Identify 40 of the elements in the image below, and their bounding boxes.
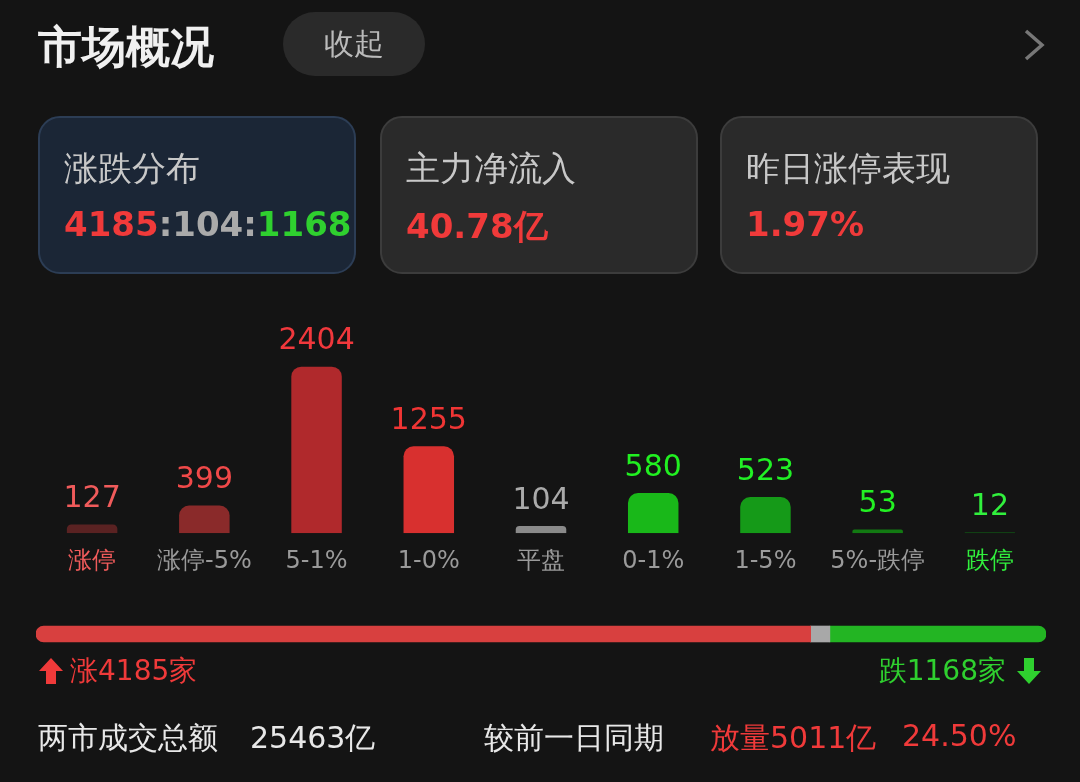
text: 24.50% [902,718,1017,753]
bar [627,493,679,534]
text: 1.97% [746,204,864,244]
text: 较前一日同期 [484,719,664,757]
text: 4185:104:1168 [64,204,352,244]
x-tick-label: 平盘 [517,545,565,574]
text: 收起 [283,12,425,76]
bar [740,496,791,534]
x-tick-label: 0-1% [622,545,685,574]
x-tick-label: 1-0% [397,545,460,574]
bar [66,524,118,534]
x-tick-label: 涨停-5% [156,545,252,574]
data-label: 127 [63,479,121,515]
chart-title: 市场概况 [38,20,214,74]
data-label: 2404 [278,321,355,357]
x-tick-label: 1-5% [734,545,797,574]
text: 25463亿 [250,719,376,757]
data-label: 53 [858,484,897,520]
x-tick-label: 涨停 [68,545,117,574]
x-tick-label: 5-1% [285,545,348,574]
bar [179,505,230,534]
text: 涨4185家 [70,653,198,689]
bar [515,526,567,534]
data-label: 12 [970,487,1009,523]
text: 40.78亿 [406,206,548,246]
text: 涨跌分布 [64,147,200,190]
data-label: 399 [175,460,233,496]
data-label: 523 [736,451,795,487]
text: 跌1168家 [878,653,1006,689]
data-label: 1255 [390,401,467,437]
text: 主力净流入 [406,147,576,190]
text: 昨日涨停表现 [746,147,950,190]
bar [403,446,455,534]
x-tick-label: 5%-跌停 [830,545,926,574]
data-label: 104 [512,480,570,516]
text: 放量5011亿 [710,719,877,757]
x-tick-label: 跌停 [965,545,1014,574]
bar [291,366,342,534]
data-label: 580 [624,447,682,483]
text: 两市成交总额 [38,719,218,757]
